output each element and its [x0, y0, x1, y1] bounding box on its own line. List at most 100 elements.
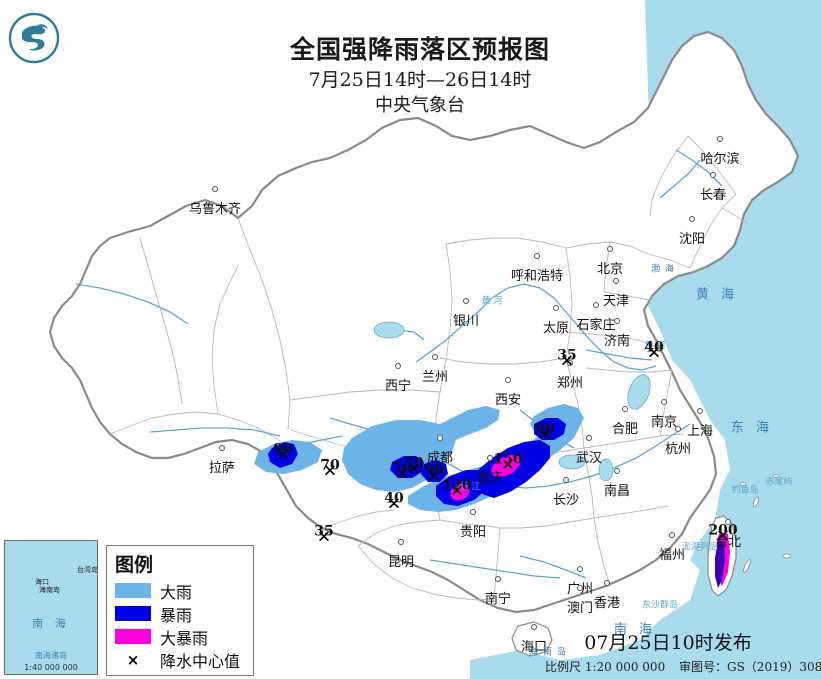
city-marker-dot	[219, 445, 225, 451]
inset-place-label: 海南岛	[39, 586, 60, 594]
precip-center-marker: 120 ✕	[442, 478, 471, 502]
city-label: 天津	[602, 294, 630, 309]
island-label: 赤尾屿	[765, 477, 793, 488]
precip-center-marker: 70 ✕	[320, 458, 339, 482]
city-label: 拉萨	[208, 461, 236, 476]
precip-center-cross-icon: ✕	[275, 445, 291, 466]
south-china-sea-inset: 海口 海南岛 台湾岛南 海 南海诸岛 1:40 000 000	[4, 540, 98, 675]
precip-center-value: 150	[493, 451, 523, 468]
city-marker-dot	[593, 302, 599, 308]
city-marker-dot	[505, 377, 511, 383]
river-xinjiang	[75, 283, 189, 325]
precip-center-value: 70	[404, 455, 424, 472]
inset-place-label: 海口	[35, 578, 49, 586]
lakes	[373, 321, 651, 482]
city-label: 武汉	[575, 451, 603, 466]
precip-center-marker: 200 ✕	[708, 523, 737, 546]
legend-item: 大暴雨	[115, 625, 245, 648]
city-marker-dot	[697, 408, 703, 414]
sea-label: 海 南 岛	[529, 647, 567, 658]
precip-center-cross-icon: ✕	[386, 494, 402, 515]
city-label: 澳门	[566, 601, 594, 616]
precip-center-cross-icon: ✕	[322, 461, 338, 482]
city-marker-dot	[531, 624, 537, 630]
city-marker-dot	[710, 172, 716, 178]
legend-item: 大雨	[115, 579, 245, 602]
river-label: 黄 河	[481, 296, 503, 307]
precip-center-marker: 35 ✕	[557, 348, 576, 371]
precip-center-marker: 90 ✕	[424, 463, 443, 487]
precip-center-cross-icon: ✕	[426, 466, 442, 487]
city-marker-dot	[675, 426, 681, 432]
precip-center-value: 40	[384, 490, 404, 507]
island-label: 钓鱼岛	[731, 485, 759, 496]
legend-item-label: 暴雨	[160, 605, 193, 625]
city-marker-dot	[553, 305, 559, 311]
legend-color-swatch	[115, 629, 151, 644]
city-label: 沈阳	[678, 232, 706, 247]
city-label: 成都	[426, 451, 454, 466]
city-label: 西宁	[384, 379, 412, 394]
precip-center-marker: 90 ✕	[273, 442, 292, 466]
city-marker-dot	[725, 519, 731, 525]
precip-center-cross-icon: ✕	[394, 464, 410, 485]
city-label: 香港	[593, 596, 621, 611]
precip-center-marker: 40 ✕	[384, 491, 403, 515]
city-marker-dot	[398, 539, 404, 545]
precip-center-marker: 90 ✕	[535, 422, 554, 445]
issue-time-label: 07月25日10时发布	[584, 632, 752, 654]
city-label: 重庆	[476, 471, 504, 486]
city-label: 乌鲁木齐	[188, 202, 242, 217]
city-marker-dot	[470, 509, 476, 515]
city-label: 海口	[520, 640, 548, 655]
city-marker-dot	[395, 363, 401, 369]
map-scale-label: 比例尺 1:20 000 000	[545, 660, 666, 674]
city-marker-dot	[212, 186, 218, 192]
river-ne	[659, 159, 701, 199]
city-marker-dot	[495, 576, 501, 582]
precip-center-value: 90	[273, 441, 293, 458]
sea-label: 渤 海	[651, 264, 675, 275]
legend-cross-icon: ×	[126, 650, 140, 669]
city-label: 长春	[699, 188, 727, 203]
cma-dragon-logo-icon	[8, 12, 60, 64]
city-marker-dot	[577, 566, 583, 572]
precip-center-cross-icon: ✕	[449, 481, 465, 502]
city-label: 南京	[650, 415, 678, 430]
city-marker-dot	[717, 136, 723, 142]
city-label: 台北	[714, 535, 742, 550]
issuing-organization: 中央气象台	[375, 94, 465, 116]
precip-center-cross-icon: ✕	[406, 459, 422, 480]
city-label: 上海	[686, 424, 714, 439]
legend-color-swatch	[115, 583, 151, 598]
city-marker-dot	[567, 360, 573, 366]
precip-center-cross-icon: ✕	[500, 455, 516, 476]
river-south	[429, 559, 561, 579]
city-marker-dot	[586, 435, 592, 441]
precip-center-marker: 70 ✕	[404, 456, 423, 480]
legend-item-label: 降水中心值	[160, 651, 241, 671]
inset-sea-label: 南 海	[32, 617, 70, 630]
city-label: 太原	[542, 321, 570, 336]
city-marker-dot	[614, 468, 620, 474]
sea-label: 南 海	[613, 622, 657, 638]
city-label: 长沙	[552, 493, 580, 508]
precip-center-value: 90	[424, 462, 444, 479]
city-label: 哈尔滨	[700, 152, 740, 167]
legend-item-label: 大雨	[160, 582, 193, 602]
city-marker-dot	[669, 532, 675, 538]
precip-center-value: 40	[644, 339, 664, 356]
legend-rows: 大雨暴雨 大暴雨 × 降水中心值	[115, 579, 245, 671]
city-label: 郑州	[556, 376, 584, 391]
city-label: 杭州	[664, 442, 692, 457]
sea-label: 东 海	[730, 420, 774, 436]
precip-center-cross-icon: ✕	[646, 343, 662, 364]
small-islands	[696, 473, 792, 573]
city-marker-dot	[432, 354, 438, 360]
page-title: 全国强降雨落区预报图	[289, 35, 550, 64]
city-label: 南昌	[603, 484, 631, 499]
legend-title: 图例	[115, 554, 154, 576]
city-marker-dot	[487, 455, 493, 461]
river-label: 长 江	[459, 482, 481, 493]
